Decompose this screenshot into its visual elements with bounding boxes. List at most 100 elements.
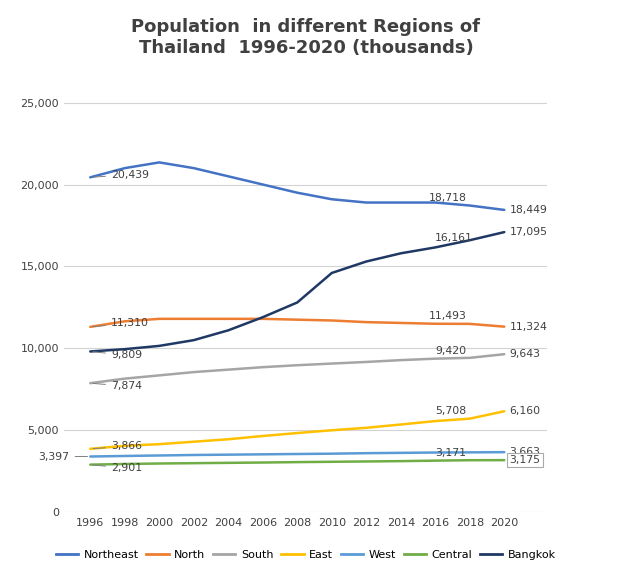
Bangkok	[431, 244, 439, 251]
Central	[363, 458, 370, 465]
North	[328, 317, 336, 324]
Central	[155, 460, 163, 467]
North	[397, 320, 404, 327]
Line: Northeast: Northeast	[90, 162, 504, 210]
Text: 11,310: 11,310	[93, 318, 149, 328]
South	[363, 359, 370, 365]
Central	[431, 457, 439, 464]
Bangkok	[363, 258, 370, 265]
Northeast	[259, 181, 267, 188]
West	[363, 450, 370, 457]
South	[190, 368, 198, 375]
West	[328, 450, 336, 457]
North	[466, 320, 473, 327]
North	[86, 324, 94, 331]
Central	[86, 461, 94, 468]
Text: 11,324: 11,324	[509, 322, 547, 332]
Line: North: North	[90, 319, 504, 327]
West	[259, 451, 267, 458]
North	[259, 315, 267, 322]
Line: Bangkok: Bangkok	[90, 232, 504, 352]
Text: 3,866: 3,866	[93, 441, 142, 451]
Central	[294, 459, 301, 466]
Text: 3,663: 3,663	[509, 447, 540, 457]
Text: 7,874: 7,874	[93, 381, 142, 391]
East	[190, 438, 198, 445]
West	[294, 450, 301, 457]
West	[224, 451, 232, 458]
Legend: Northeast, North, South, East, West, Central, Bangkok: Northeast, North, South, East, West, Cen…	[52, 545, 560, 564]
Bangkok	[190, 336, 198, 343]
Text: 9,420: 9,420	[435, 346, 466, 356]
North	[121, 318, 129, 325]
East	[363, 424, 370, 431]
East	[294, 430, 301, 436]
Text: 17,095: 17,095	[509, 227, 547, 237]
North	[431, 320, 439, 327]
Bangkok	[86, 348, 94, 355]
Northeast	[86, 174, 94, 181]
West	[155, 452, 163, 459]
Text: 11,493: 11,493	[428, 311, 466, 321]
Central	[397, 457, 404, 464]
South	[259, 364, 267, 371]
Text: 6,160: 6,160	[509, 406, 540, 416]
Bangkok	[466, 237, 473, 244]
East	[397, 421, 404, 428]
South	[86, 379, 94, 386]
Bangkok	[294, 299, 301, 306]
North	[190, 315, 198, 322]
Line: West: West	[90, 452, 504, 456]
Text: 9,809: 9,809	[93, 350, 142, 360]
South	[466, 354, 473, 361]
West	[121, 452, 129, 459]
West	[500, 449, 508, 456]
South	[500, 351, 508, 358]
East	[328, 427, 336, 434]
East	[466, 415, 473, 422]
Northeast	[500, 207, 508, 214]
East	[431, 417, 439, 424]
North	[294, 316, 301, 323]
Bangkok	[500, 229, 508, 236]
West	[86, 453, 94, 460]
Northeast	[431, 199, 439, 206]
Northeast	[224, 173, 232, 180]
Text: 18,449: 18,449	[509, 205, 547, 215]
Text: 16,161: 16,161	[435, 233, 473, 243]
Line: East: East	[90, 411, 504, 449]
Central	[328, 458, 336, 465]
Central	[224, 459, 232, 466]
North	[500, 323, 508, 330]
Central	[466, 457, 473, 464]
North	[155, 315, 163, 322]
Text: 5,708: 5,708	[435, 406, 466, 416]
Bangkok	[259, 314, 267, 321]
Text: 3,175: 3,175	[509, 455, 540, 465]
Northeast	[397, 199, 404, 206]
Bangkok	[224, 327, 232, 334]
Northeast	[155, 159, 163, 166]
Title: Population  in different Regions of
Thailand  1996-2020 (thousands): Population in different Regions of Thail…	[131, 19, 480, 57]
Central	[259, 459, 267, 466]
Text: 18,718: 18,718	[428, 193, 466, 203]
Central	[121, 460, 129, 467]
West	[397, 449, 404, 456]
North	[224, 315, 232, 322]
East	[121, 442, 129, 449]
South	[224, 366, 232, 373]
Central	[500, 457, 508, 464]
Bangkok	[397, 250, 404, 257]
Northeast	[294, 189, 301, 196]
South	[397, 357, 404, 364]
Northeast	[466, 202, 473, 209]
East	[224, 436, 232, 443]
Northeast	[121, 165, 129, 172]
East	[500, 408, 508, 415]
South	[328, 360, 336, 367]
Bangkok	[155, 342, 163, 349]
Bangkok	[121, 346, 129, 353]
Line: Central: Central	[90, 460, 504, 464]
Text: 2,901: 2,901	[93, 463, 142, 473]
Bangkok	[328, 269, 336, 276]
